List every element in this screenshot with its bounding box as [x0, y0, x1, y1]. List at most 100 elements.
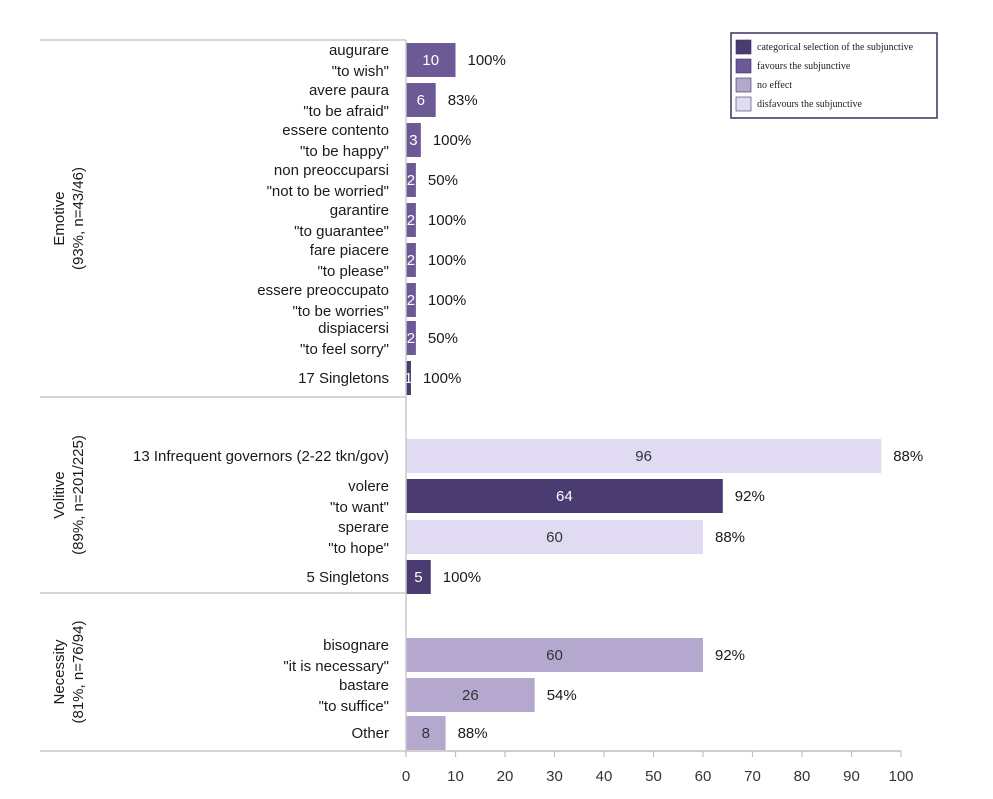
bar-label-gloss: "to wish" [332, 63, 389, 80]
bar-value-label: 64 [556, 488, 573, 505]
bar-percent-label: 100% [423, 370, 461, 387]
group-label-stats: (89%, n=201/225) [70, 435, 87, 555]
x-tick-label: 50 [645, 768, 662, 785]
bar [406, 83, 436, 117]
group-label-stats: (93%, n=43/46) [70, 167, 87, 270]
bar-label-term: avere paura [309, 82, 390, 99]
bar-value-label: 2 [407, 252, 415, 269]
bar-percent-label: 100% [428, 212, 466, 229]
x-tick-label: 10 [447, 768, 464, 785]
bar [406, 520, 703, 554]
bar [406, 560, 431, 594]
x-tick-label: 80 [794, 768, 811, 785]
bar [406, 243, 416, 277]
legend-swatch [735, 58, 752, 74]
bar-label-gloss: "to want" [330, 499, 389, 516]
legend-swatch [735, 39, 752, 55]
x-tick-label: 100 [888, 768, 913, 785]
x-tick-label: 40 [596, 768, 613, 785]
bar-percent-label: 92% [735, 488, 765, 505]
bar-label-term: dispiacersi [318, 320, 389, 337]
bar-label: 5 Singletons [306, 569, 389, 586]
bar-label-term: fare piacere [310, 242, 389, 259]
bar-value-label: 96 [635, 448, 652, 465]
group-label: Volitive (89%, n=201/225) [51, 435, 87, 555]
x-tick-label: 90 [843, 768, 860, 785]
bar-percent-label: 50% [428, 172, 458, 189]
bar-percent-label: 100% [443, 569, 481, 586]
group-label: Necessity (81%, n=76/94) [51, 621, 87, 724]
bar-value-label: 2 [407, 212, 415, 229]
bar-value-label: 60 [546, 529, 563, 546]
legend-label: disfavours the subjunctive [757, 99, 863, 110]
bar-value-label: 1 [404, 370, 412, 387]
x-tick-label: 30 [546, 768, 563, 785]
legend-label: favours the subjunctive [757, 61, 851, 72]
bar [406, 43, 456, 77]
bar [406, 479, 723, 513]
bar-percent-label: 100% [428, 252, 466, 269]
bar-value-label: 2 [407, 330, 415, 347]
bar [406, 716, 446, 750]
bar [406, 678, 535, 712]
bar-value-label: 60 [546, 647, 563, 664]
bar-value-label: 2 [407, 292, 415, 309]
bar-label-term: garantire [330, 202, 389, 219]
legend: categorical selection of the subjunctive… [730, 32, 938, 119]
bar-percent-label: 50% [428, 330, 458, 347]
bar-label-gloss: "to be afraid" [303, 103, 389, 120]
bar-label-gloss: "not to be worried" [267, 183, 389, 200]
x-tick-label: 0 [402, 768, 410, 785]
bar-label: 13 Infrequent governors (2-22 tkn/gov) [133, 448, 389, 465]
bar [406, 638, 703, 672]
bar-value-label: 10 [422, 52, 439, 69]
bar-percent-label: 100% [433, 132, 471, 149]
legend-swatch [735, 77, 752, 93]
bar [406, 361, 411, 395]
group-label-name: Emotive [51, 191, 68, 245]
x-tick-label: 60 [695, 768, 712, 785]
bar-label-term: non preoccuparsi [274, 162, 389, 179]
bar-value-label: 3 [409, 132, 417, 149]
bar-percent-label: 54% [547, 687, 577, 704]
x-axis: 0 10 20 30 40 50 60 70 80 90 100 [402, 40, 914, 785]
bar-label-gloss: "to be happy" [300, 143, 389, 160]
bar [406, 123, 421, 157]
bar-value-label: 6 [417, 92, 425, 109]
bar [406, 203, 416, 237]
bar-percent-label: 83% [448, 92, 478, 109]
bar-value-label: 2 [407, 172, 415, 189]
bar-label-term: bisognare [323, 637, 389, 654]
bars: augurare "to wish" 10 100% avere paura "to be… [133, 42, 923, 750]
bar-label-term: augurare [329, 42, 389, 59]
group-separators [40, 39, 406, 752]
bar-percent-label: 100% [428, 292, 466, 309]
legend-box [730, 32, 938, 119]
legend-label: no effect [757, 80, 792, 91]
bar-label-gloss: "it is necessary" [283, 658, 389, 675]
bar-label-term: volere [348, 478, 389, 495]
bar-percent-label: 88% [458, 725, 488, 742]
bar-percent-label: 100% [468, 52, 506, 69]
bar-label-gloss: "to suffice" [319, 698, 389, 715]
group-label-name: Volitive [51, 471, 68, 519]
x-tick-label: 20 [497, 768, 514, 785]
bar-label-gloss: "to please" [317, 263, 389, 280]
legend-label: categorical selection of the subjunctive [757, 42, 914, 53]
bar-label-term: essere contento [282, 122, 389, 139]
bar-label-gloss: "to guarantee" [294, 223, 389, 240]
x-tick-label: 70 [744, 768, 761, 785]
bar-label-gloss: "to feel sorry" [300, 341, 389, 358]
bar-label-gloss: "to hope" [328, 540, 389, 557]
bar-value-label: 5 [414, 569, 422, 586]
bar [406, 283, 416, 317]
group-label-name: Necessity [51, 639, 68, 705]
legend-swatch [735, 96, 752, 112]
bar-percent-label: 88% [893, 448, 923, 465]
bar-label-term: bastare [339, 677, 389, 694]
bar-label-term: essere preoccupato [257, 282, 389, 299]
bar-label: 17 Singletons [298, 370, 389, 387]
group-labels: Emotive (93%, n=43/46) Volitive (89%, n=201… [51, 167, 87, 724]
bar-label-term: sperare [338, 519, 389, 536]
